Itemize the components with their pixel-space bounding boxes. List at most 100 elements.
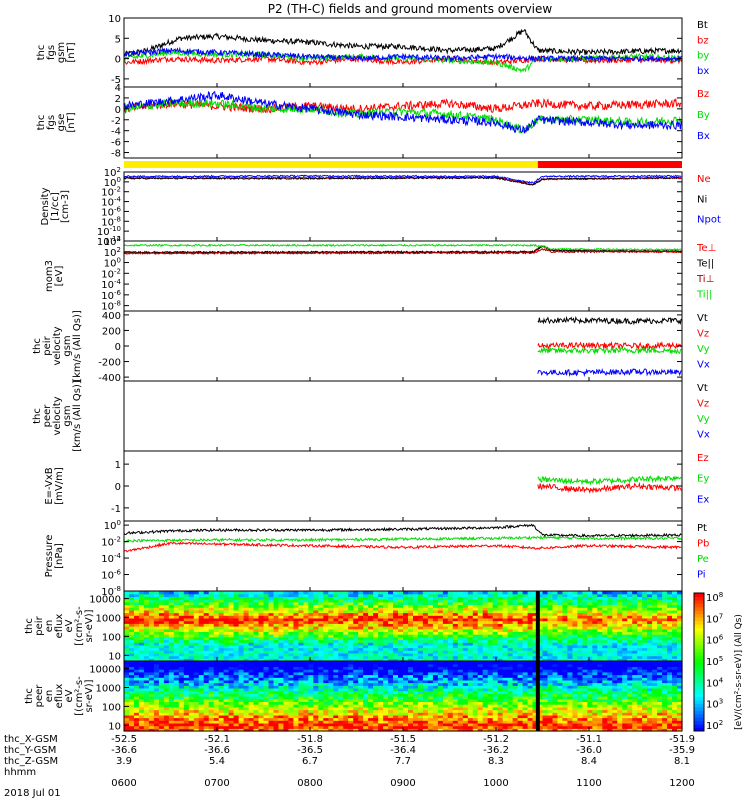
spectrogram-cell — [343, 655, 349, 659]
spectrogram-cell — [363, 615, 369, 619]
spectrogram-cell — [607, 639, 613, 643]
spectrogram-cell — [537, 639, 544, 643]
spectrogram-cell — [373, 701, 379, 705]
spectrogram-cell — [432, 631, 439, 635]
spectrogram-cell — [572, 601, 578, 606]
spectrogram-cell — [537, 623, 544, 627]
spectrogram-cell — [552, 628, 559, 632]
spectrogram-cell — [457, 714, 464, 719]
spectrogram-cell — [398, 591, 404, 595]
spectrogram-cell — [602, 698, 608, 702]
spectrogram-cell — [547, 591, 554, 595]
spectrogram-cell — [293, 612, 299, 616]
spectrogram-cell — [168, 685, 175, 689]
spectrogram-cell — [557, 596, 563, 600]
spectrogram-cell — [557, 720, 563, 724]
spectrogram-cell — [587, 709, 593, 713]
spectrogram-cell — [413, 634, 419, 638]
spectrogram-cell — [378, 701, 384, 705]
spectrogram-cell — [667, 642, 673, 646]
spectrogram-cell — [542, 609, 549, 614]
spectrogram-cell — [188, 623, 195, 627]
spectrogram-cell — [158, 712, 165, 716]
spectrogram-cell — [124, 717, 130, 721]
spectrogram-cell — [129, 728, 135, 732]
spectrogram-cell — [183, 712, 190, 716]
spectrogram-cell — [383, 599, 389, 603]
spectrogram-cell — [622, 701, 628, 705]
spectrogram-cell — [138, 647, 145, 651]
spectrogram-cell — [502, 712, 509, 716]
spectrogram-cell — [138, 725, 145, 729]
spectrogram-cell — [373, 720, 379, 724]
spectrogram-cell — [373, 604, 379, 608]
spectrogram-cell — [612, 693, 618, 697]
spectrogram-cell — [303, 628, 309, 632]
spectrogram-cell — [263, 631, 270, 635]
spectrogram-cell — [487, 698, 494, 702]
spectrogram-cell — [432, 623, 439, 627]
y-tick-label: 10000 — [89, 595, 121, 606]
spectrogram-cell — [163, 685, 170, 689]
spectrogram-cell — [512, 607, 519, 611]
spectrogram-cell — [662, 591, 668, 595]
spectrogram-cell — [642, 696, 648, 700]
spectrogram-cell — [647, 658, 653, 662]
spectrogram-cell — [547, 628, 554, 632]
spectrogram-cell — [358, 596, 364, 600]
spectrogram-cell — [318, 642, 324, 646]
spectrogram-cell — [203, 599, 210, 603]
spectrogram-cell — [173, 599, 180, 603]
spectrogram-cell — [403, 647, 409, 651]
spectrogram-cell — [497, 728, 504, 732]
spectrogram-cell — [298, 712, 304, 716]
spectrogram-cell — [557, 647, 563, 651]
spectrogram-cell — [403, 728, 409, 732]
spectrogram-cell — [552, 655, 559, 659]
spectrogram-cell — [547, 714, 554, 719]
spectrogram-cell — [378, 636, 384, 641]
spectrogram-cell — [363, 650, 369, 654]
spectrogram-cell — [148, 701, 155, 705]
spectrogram-cell — [148, 704, 155, 708]
spectrogram-cell — [258, 717, 265, 721]
spectrogram-cell — [587, 696, 593, 700]
spectrogram-cell — [477, 652, 484, 657]
spectrogram-cell — [193, 626, 200, 630]
spectrogram-cell — [432, 617, 439, 622]
spectrogram-cell — [447, 704, 454, 708]
spectrogram-cell — [233, 712, 240, 716]
spectrogram-cell — [642, 693, 648, 697]
spectrogram-cell — [343, 652, 349, 657]
spectrogram-cell — [213, 601, 220, 606]
spectrogram-cell — [572, 704, 578, 708]
spectrogram-cell — [467, 720, 474, 724]
spectrogram-cell — [303, 615, 309, 619]
spectrogram-cell — [413, 639, 419, 643]
spectrogram-cell — [163, 712, 170, 716]
spectrogram-cell — [243, 599, 250, 603]
spectrogram-cell — [672, 620, 678, 624]
spectrogram-cell — [567, 607, 573, 611]
spectrogram-cell — [268, 639, 275, 643]
y-tick-label: 10-6 — [101, 289, 121, 302]
spectrogram-cell — [238, 639, 245, 643]
spectrogram-cell — [622, 706, 628, 711]
spectrogram-cell — [363, 634, 369, 638]
spectrogram-cell — [318, 720, 324, 724]
spectrogram-cell — [343, 644, 349, 649]
legend-Vy: Vy — [697, 344, 710, 355]
spectrogram-cell — [378, 706, 384, 711]
spectrogram-cell — [437, 709, 444, 713]
spectrogram-cell — [652, 720, 658, 724]
spectrogram-cell — [597, 631, 603, 635]
spectrogram-cell — [178, 607, 185, 611]
spectrogram-cell — [158, 709, 165, 713]
spectrogram-cell — [333, 698, 339, 702]
spectrogram-cell — [602, 650, 608, 654]
spectrogram-cell — [537, 690, 544, 694]
spectrogram-cell — [562, 701, 568, 705]
spectrogram-cell — [577, 706, 583, 711]
spectrogram-cell — [293, 687, 299, 692]
spectrogram-cell — [203, 631, 210, 635]
